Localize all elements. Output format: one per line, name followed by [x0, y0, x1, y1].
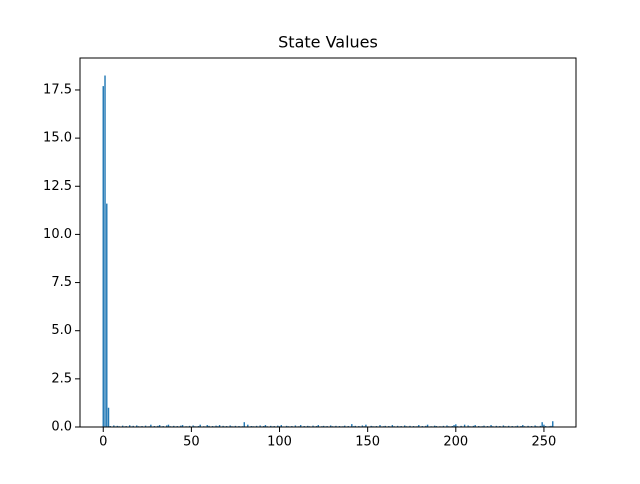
x-tick-label: 200	[443, 435, 468, 450]
y-tick-label: 5.0	[51, 323, 72, 338]
bar	[108, 408, 109, 427]
bar	[541, 422, 542, 427]
y-tick-label: 17.5	[43, 82, 72, 97]
y-tick-label: 15.0	[43, 131, 72, 146]
bar	[552, 421, 553, 427]
y-tick-label: 2.5	[51, 371, 72, 386]
x-tick-label: 150	[355, 435, 380, 450]
y-tick-label: 7.5	[51, 275, 72, 290]
x-tick-label: 100	[267, 435, 292, 450]
y-tick-label: 10.0	[43, 227, 72, 242]
y-tick-label: 12.5	[43, 179, 72, 194]
axes-frame	[80, 58, 576, 427]
y-tick-label: 0.0	[51, 420, 72, 435]
chart-title: State Values	[278, 33, 378, 52]
bar	[104, 76, 105, 427]
x-tick-label: 250	[532, 435, 557, 450]
bar	[244, 422, 245, 427]
bar	[103, 86, 104, 427]
x-tick-label: 50	[183, 435, 200, 450]
x-tick-label: 0	[99, 435, 107, 450]
bar	[106, 204, 107, 427]
